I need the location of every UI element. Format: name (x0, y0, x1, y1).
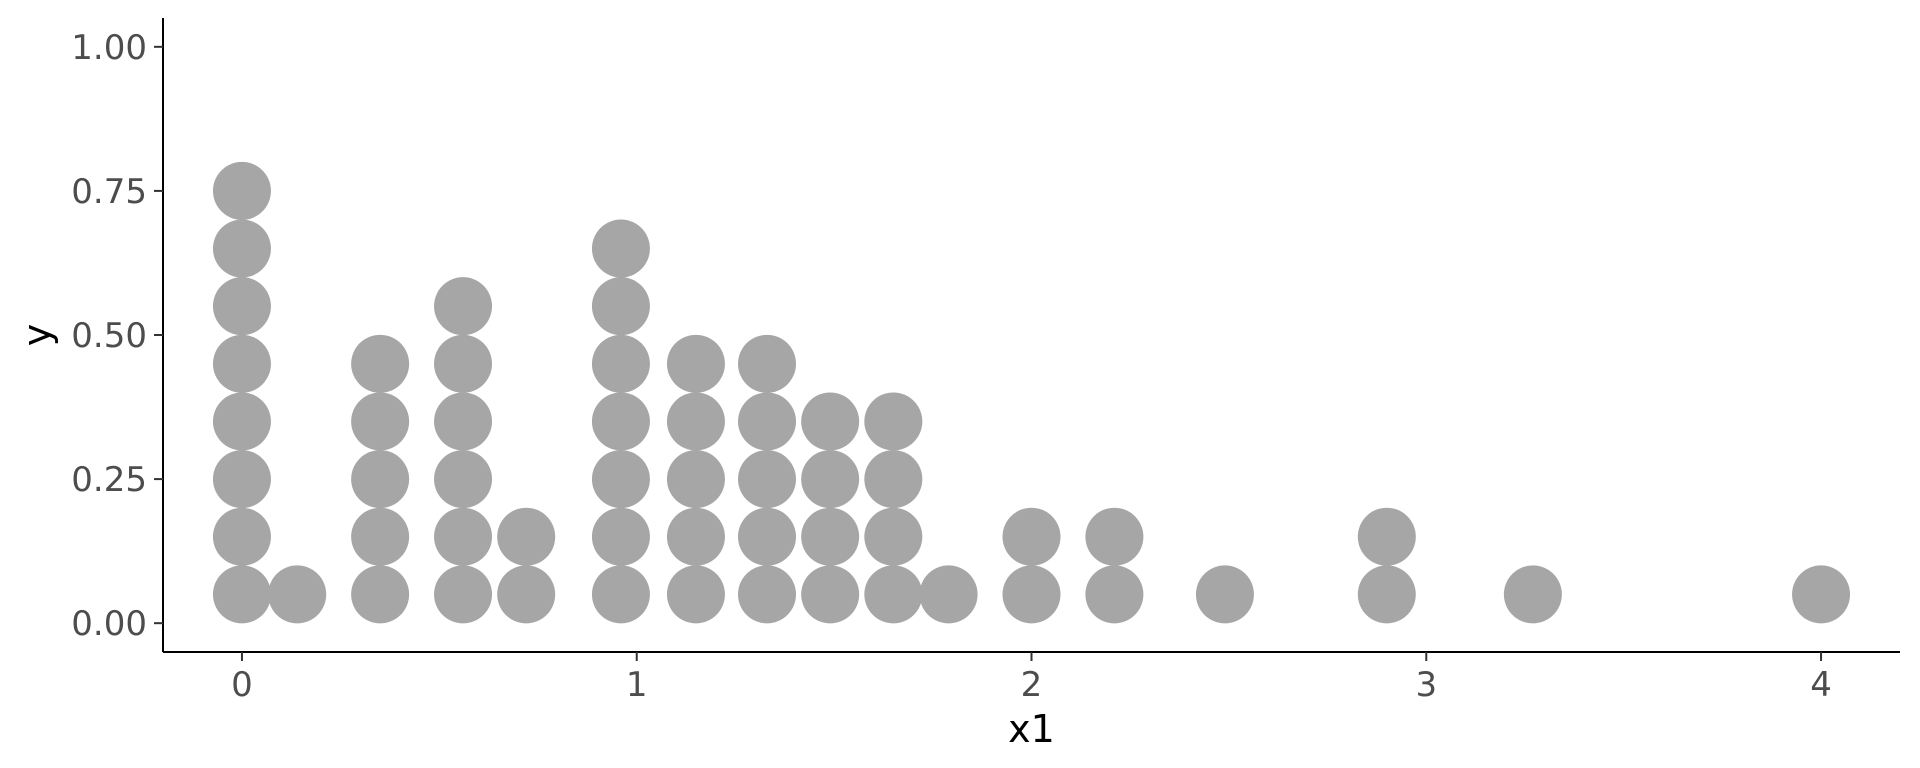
dot-point (1503, 565, 1562, 624)
dot-point (591, 450, 650, 509)
dot-point (801, 392, 860, 451)
dot-point (864, 507, 923, 566)
x-tick-label: 1 (626, 665, 648, 705)
x-tick-label: 2 (1021, 665, 1043, 705)
dot-point (434, 392, 493, 451)
y-ticks: 0.00 0.25 0.50 0.75 1.00 (71, 28, 163, 644)
dot-point (1792, 565, 1851, 624)
dot-point (666, 450, 725, 509)
x-axis-title: x1 (1008, 707, 1055, 751)
dot-point (212, 392, 271, 451)
dot-point (591, 334, 650, 393)
y-tick-label: 0.25 (71, 460, 147, 500)
dot-point (1357, 565, 1416, 624)
dot-point (212, 334, 271, 393)
dot-point (591, 277, 650, 336)
y-tick-label: 0.00 (71, 604, 147, 644)
dot-point (1195, 565, 1254, 624)
dot-point (434, 565, 493, 624)
dot-point (1002, 565, 1061, 624)
dot-point (801, 507, 860, 566)
dot-point (666, 507, 725, 566)
x-tick-label: 4 (1810, 665, 1832, 705)
dot-point (497, 565, 556, 624)
dot-point (591, 219, 650, 278)
dot-point (1002, 507, 1061, 566)
dot-point (666, 334, 725, 393)
y-tick-label: 0.50 (71, 316, 147, 356)
dot-point (738, 450, 797, 509)
dot-point (801, 450, 860, 509)
dot-point (738, 565, 797, 624)
dot-point (434, 334, 493, 393)
dot-point (434, 450, 493, 509)
dot-point (351, 450, 410, 509)
dot-point (864, 392, 923, 451)
dot-point (351, 565, 410, 624)
x-ticks: 0 1 2 3 4 (231, 652, 1832, 705)
dot-point (497, 507, 556, 566)
dot-point (666, 392, 725, 451)
dot-point (738, 507, 797, 566)
dot-point (738, 334, 797, 393)
dot-point (351, 334, 410, 393)
dot-point (434, 507, 493, 566)
dot-point (212, 219, 271, 278)
dot-point (212, 450, 271, 509)
dot-point (666, 565, 725, 624)
dot-point (351, 507, 410, 566)
dot-point (919, 565, 978, 624)
dot-point (1085, 565, 1144, 624)
dot-point (434, 277, 493, 336)
dot-point (212, 277, 271, 336)
dot-point (864, 450, 923, 509)
y-tick-label: 1.00 (71, 28, 147, 68)
dot-point (351, 392, 410, 451)
x-tick-label: 3 (1415, 665, 1437, 705)
dot-point (212, 161, 271, 220)
dot-point (1085, 507, 1144, 566)
dot-point (591, 507, 650, 566)
dot-point (591, 565, 650, 624)
dot-point (864, 565, 923, 624)
dot-point (268, 565, 327, 624)
x-tick-label: 0 (231, 665, 253, 705)
dot-point (801, 565, 860, 624)
dots-layer (212, 161, 1851, 624)
dot-point (212, 565, 271, 624)
dot-point (591, 392, 650, 451)
y-tick-label: 0.75 (71, 172, 147, 212)
y-axis-title: y (15, 324, 59, 347)
dot-point (738, 392, 797, 451)
dot-point (212, 507, 271, 566)
dot-point (1357, 507, 1416, 566)
